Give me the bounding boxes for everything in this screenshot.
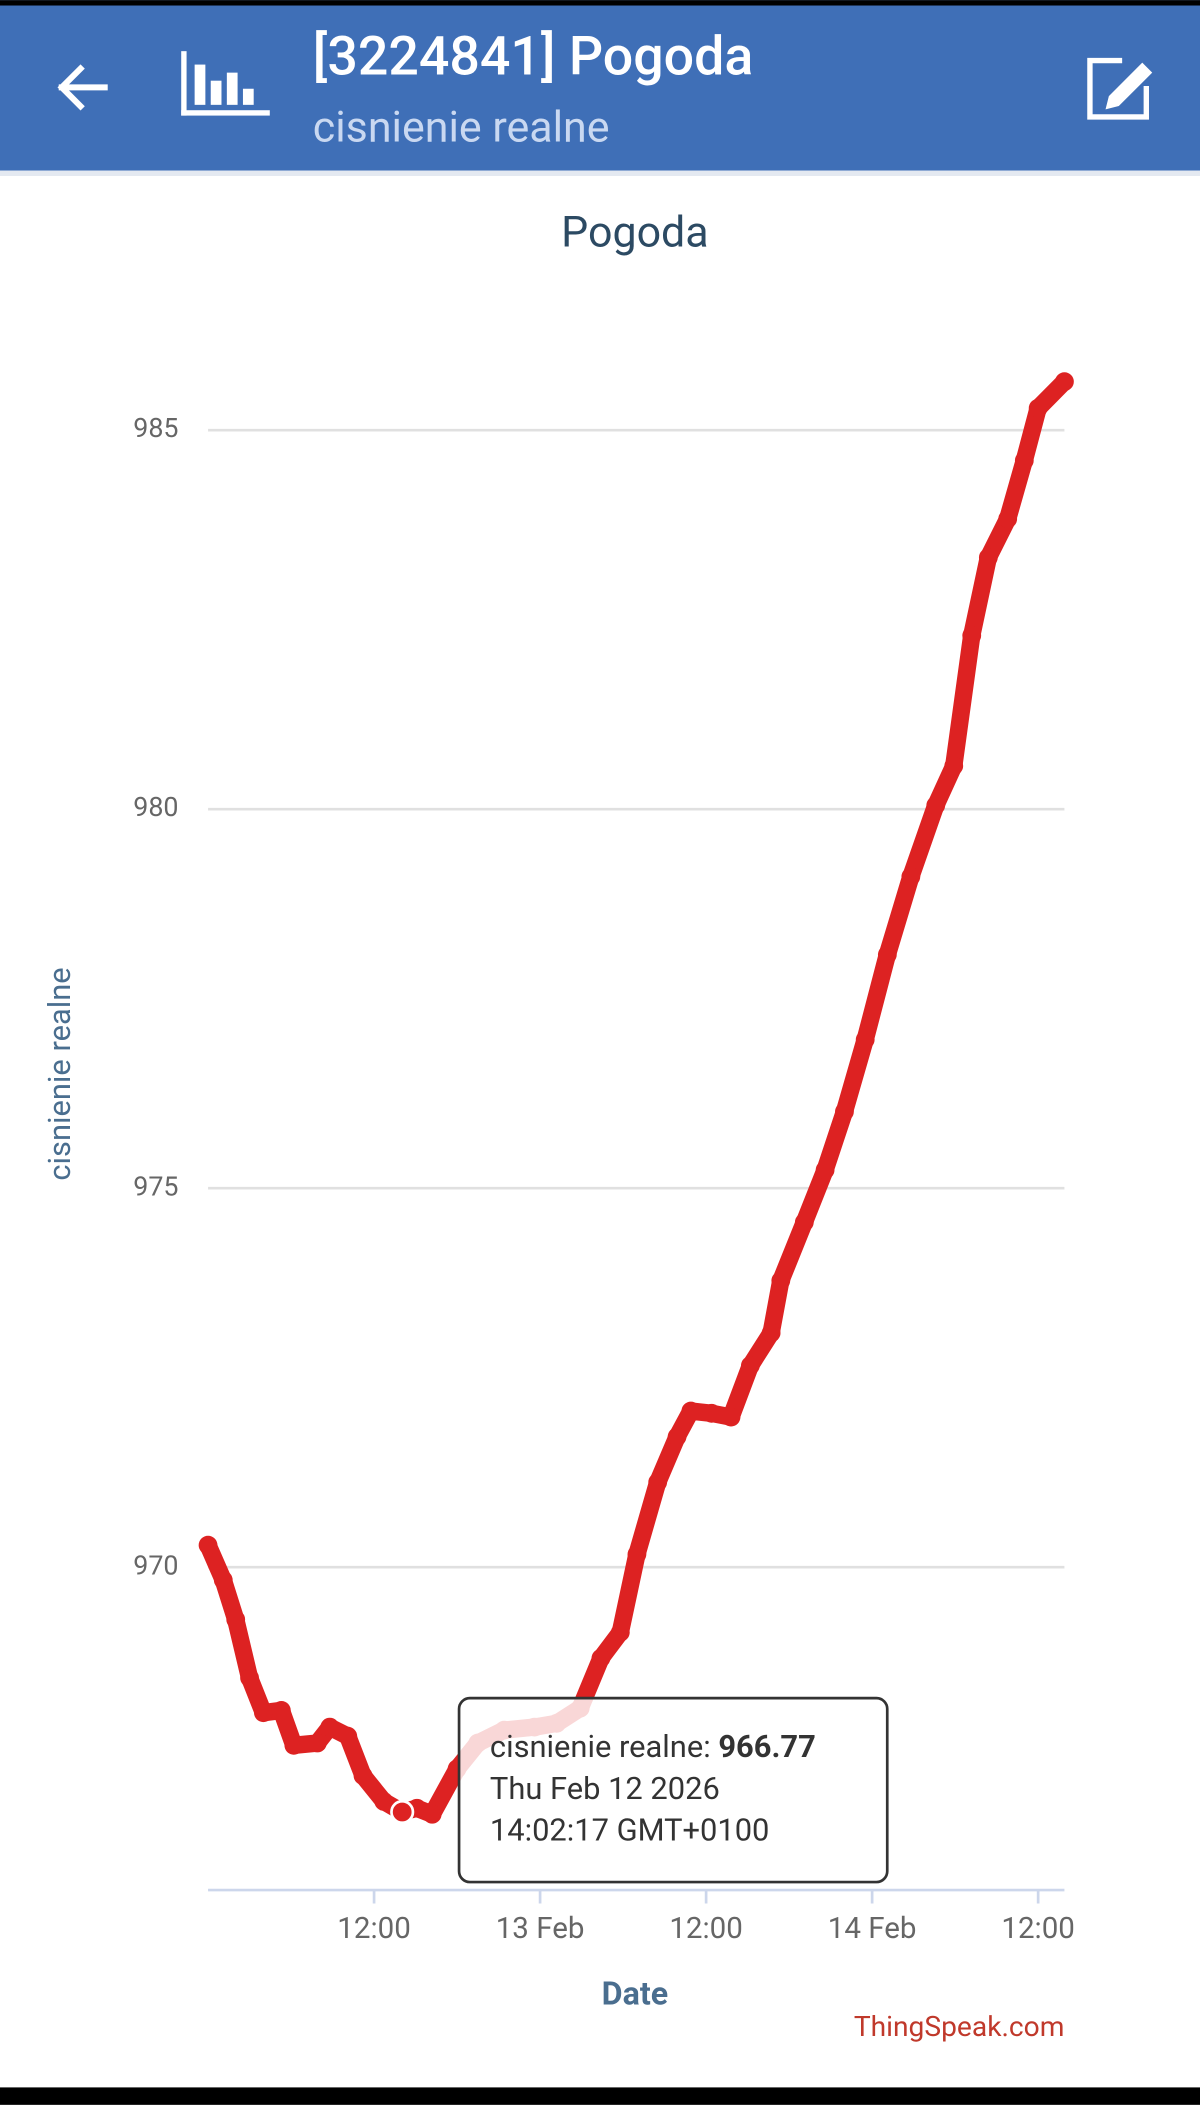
point xyxy=(610,1622,630,1642)
line xyxy=(199,372,1074,1824)
edit-button[interactable] xyxy=(1087,57,1153,120)
point xyxy=(307,1733,327,1753)
point xyxy=(253,1703,273,1723)
point xyxy=(962,626,982,645)
app-bar-shadow xyxy=(0,170,1200,176)
x-tick-label: 13 Feb xyxy=(496,1912,585,1946)
tooltip-value-line: cisnienie realne: 966.77 xyxy=(490,1728,816,1765)
credit[interactable]: ThingSpeak.com xyxy=(854,2010,1065,2043)
point xyxy=(226,1610,246,1629)
point xyxy=(978,548,998,567)
point xyxy=(284,1735,304,1755)
point xyxy=(877,945,897,965)
chart-icon xyxy=(181,51,270,116)
point xyxy=(815,1160,835,1180)
point xyxy=(835,1102,854,1122)
tooltip: cisnienie realne: 966.77 Thu Feb 12 2026… xyxy=(457,1696,889,1884)
point xyxy=(320,1717,340,1737)
point xyxy=(667,1427,687,1447)
point xyxy=(1028,398,1048,418)
y-tick-label: 975 xyxy=(133,1170,178,1202)
x-tick-label: 12:00 xyxy=(669,1912,743,1946)
app-subtitle: cisnienie realne xyxy=(313,103,610,153)
x-tick-label: 12:00 xyxy=(337,1912,411,1946)
point xyxy=(998,509,1018,529)
point xyxy=(926,795,946,815)
point xyxy=(1014,451,1034,470)
point xyxy=(213,1570,233,1590)
point xyxy=(740,1356,760,1375)
point xyxy=(240,1668,259,1688)
y-tick-label: 980 xyxy=(133,791,178,823)
tooltip-box xyxy=(457,1696,889,1884)
point xyxy=(681,1401,701,1421)
point xyxy=(338,1726,358,1746)
point xyxy=(944,756,964,776)
tooltip-date: Thu Feb 12 2026 xyxy=(490,1770,720,1807)
point xyxy=(648,1472,668,1492)
highlight-point xyxy=(390,1799,415,1825)
point xyxy=(761,1323,781,1343)
tooltip-value: 966.77 xyxy=(718,1728,815,1765)
nav-bar xyxy=(0,2087,1200,2105)
point xyxy=(198,1535,218,1555)
point xyxy=(1055,372,1074,392)
point xyxy=(374,1792,394,1811)
point xyxy=(794,1212,814,1232)
app-title: [3224841] Pogoda xyxy=(313,26,754,89)
point xyxy=(702,1403,722,1423)
x-tick-label: 12:00 xyxy=(1001,1912,1075,1946)
tooltip-label: cisnienie realne: xyxy=(490,1728,711,1765)
chart-title: Pogoda xyxy=(561,207,708,257)
point xyxy=(855,1030,875,1049)
point xyxy=(271,1701,291,1720)
point xyxy=(591,1648,611,1668)
point xyxy=(771,1271,791,1291)
point xyxy=(353,1766,373,1786)
y-tick-label: 985 xyxy=(133,412,178,444)
y-axis-label: cisnienie realne xyxy=(41,967,78,1180)
point xyxy=(901,867,921,887)
tooltip-time: 14:02:17 GMT+0100 xyxy=(490,1812,769,1849)
y-tick-label: 970 xyxy=(133,1549,178,1581)
point xyxy=(422,1804,442,1824)
point xyxy=(721,1407,741,1427)
x-tick-label: 14 Feb xyxy=(828,1912,917,1946)
point xyxy=(627,1544,647,1564)
status-bar xyxy=(0,0,1200,6)
x-axis-label: Date xyxy=(602,1975,668,2013)
back-button[interactable] xyxy=(57,64,108,111)
plot: 970 975 980 985 12:00 13 Feb 12:00 14 Feb 12:00 xyxy=(133,372,1075,1946)
